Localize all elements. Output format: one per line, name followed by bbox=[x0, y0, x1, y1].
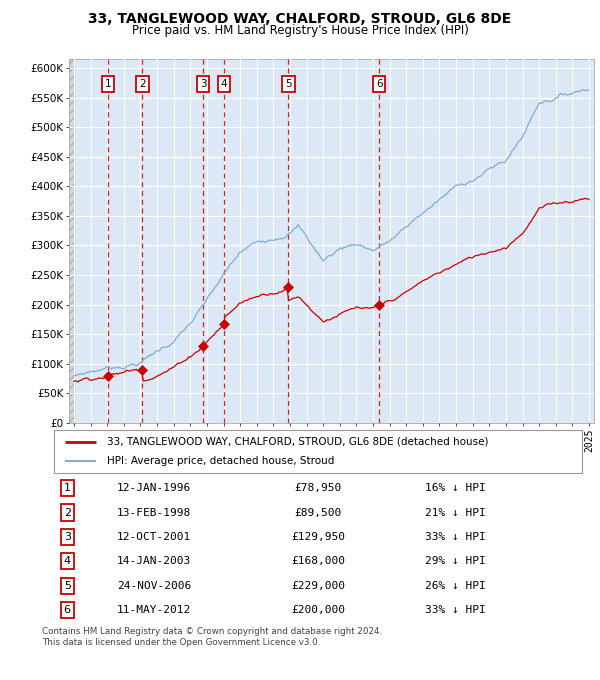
Text: 6: 6 bbox=[64, 605, 71, 615]
Text: HPI: Average price, detached house, Stroud: HPI: Average price, detached house, Stro… bbox=[107, 456, 334, 466]
Text: 13-FEB-1998: 13-FEB-1998 bbox=[117, 507, 191, 517]
Text: 33, TANGLEWOOD WAY, CHALFORD, STROUD, GL6 8DE (detached house): 33, TANGLEWOOD WAY, CHALFORD, STROUD, GL… bbox=[107, 437, 488, 447]
Text: 3: 3 bbox=[64, 532, 71, 542]
Text: 2: 2 bbox=[139, 79, 146, 89]
Text: 11-MAY-2012: 11-MAY-2012 bbox=[117, 605, 191, 615]
Text: £89,500: £89,500 bbox=[295, 507, 341, 517]
Text: Contains HM Land Registry data © Crown copyright and database right 2024.: Contains HM Land Registry data © Crown c… bbox=[42, 627, 382, 636]
Text: 5: 5 bbox=[64, 581, 71, 591]
Text: 29% ↓ HPI: 29% ↓ HPI bbox=[425, 556, 485, 566]
Text: 4: 4 bbox=[221, 79, 227, 89]
Text: £168,000: £168,000 bbox=[291, 556, 345, 566]
Text: This data is licensed under the Open Government Licence v3.0.: This data is licensed under the Open Gov… bbox=[42, 638, 320, 647]
Text: 5: 5 bbox=[285, 79, 292, 89]
Text: 1: 1 bbox=[64, 483, 71, 493]
FancyBboxPatch shape bbox=[54, 430, 582, 473]
Text: 16% ↓ HPI: 16% ↓ HPI bbox=[425, 483, 485, 493]
Text: 14-JAN-2003: 14-JAN-2003 bbox=[117, 556, 191, 566]
Text: 3: 3 bbox=[200, 79, 206, 89]
Text: 4: 4 bbox=[64, 556, 71, 566]
Text: £229,000: £229,000 bbox=[291, 581, 345, 591]
Text: 1: 1 bbox=[104, 79, 111, 89]
Text: £200,000: £200,000 bbox=[291, 605, 345, 615]
Text: 21% ↓ HPI: 21% ↓ HPI bbox=[425, 507, 485, 517]
Text: Price paid vs. HM Land Registry's House Price Index (HPI): Price paid vs. HM Land Registry's House … bbox=[131, 24, 469, 37]
Text: 33% ↓ HPI: 33% ↓ HPI bbox=[425, 605, 485, 615]
Text: 2: 2 bbox=[64, 507, 71, 517]
Text: £78,950: £78,950 bbox=[295, 483, 341, 493]
Text: £129,950: £129,950 bbox=[291, 532, 345, 542]
Text: 12-JAN-1996: 12-JAN-1996 bbox=[117, 483, 191, 493]
Text: 12-OCT-2001: 12-OCT-2001 bbox=[117, 532, 191, 542]
Text: 24-NOV-2006: 24-NOV-2006 bbox=[117, 581, 191, 591]
Text: 33% ↓ HPI: 33% ↓ HPI bbox=[425, 532, 485, 542]
Text: 26% ↓ HPI: 26% ↓ HPI bbox=[425, 581, 485, 591]
Text: 33, TANGLEWOOD WAY, CHALFORD, STROUD, GL6 8DE: 33, TANGLEWOOD WAY, CHALFORD, STROUD, GL… bbox=[88, 12, 512, 27]
Text: 6: 6 bbox=[376, 79, 382, 89]
